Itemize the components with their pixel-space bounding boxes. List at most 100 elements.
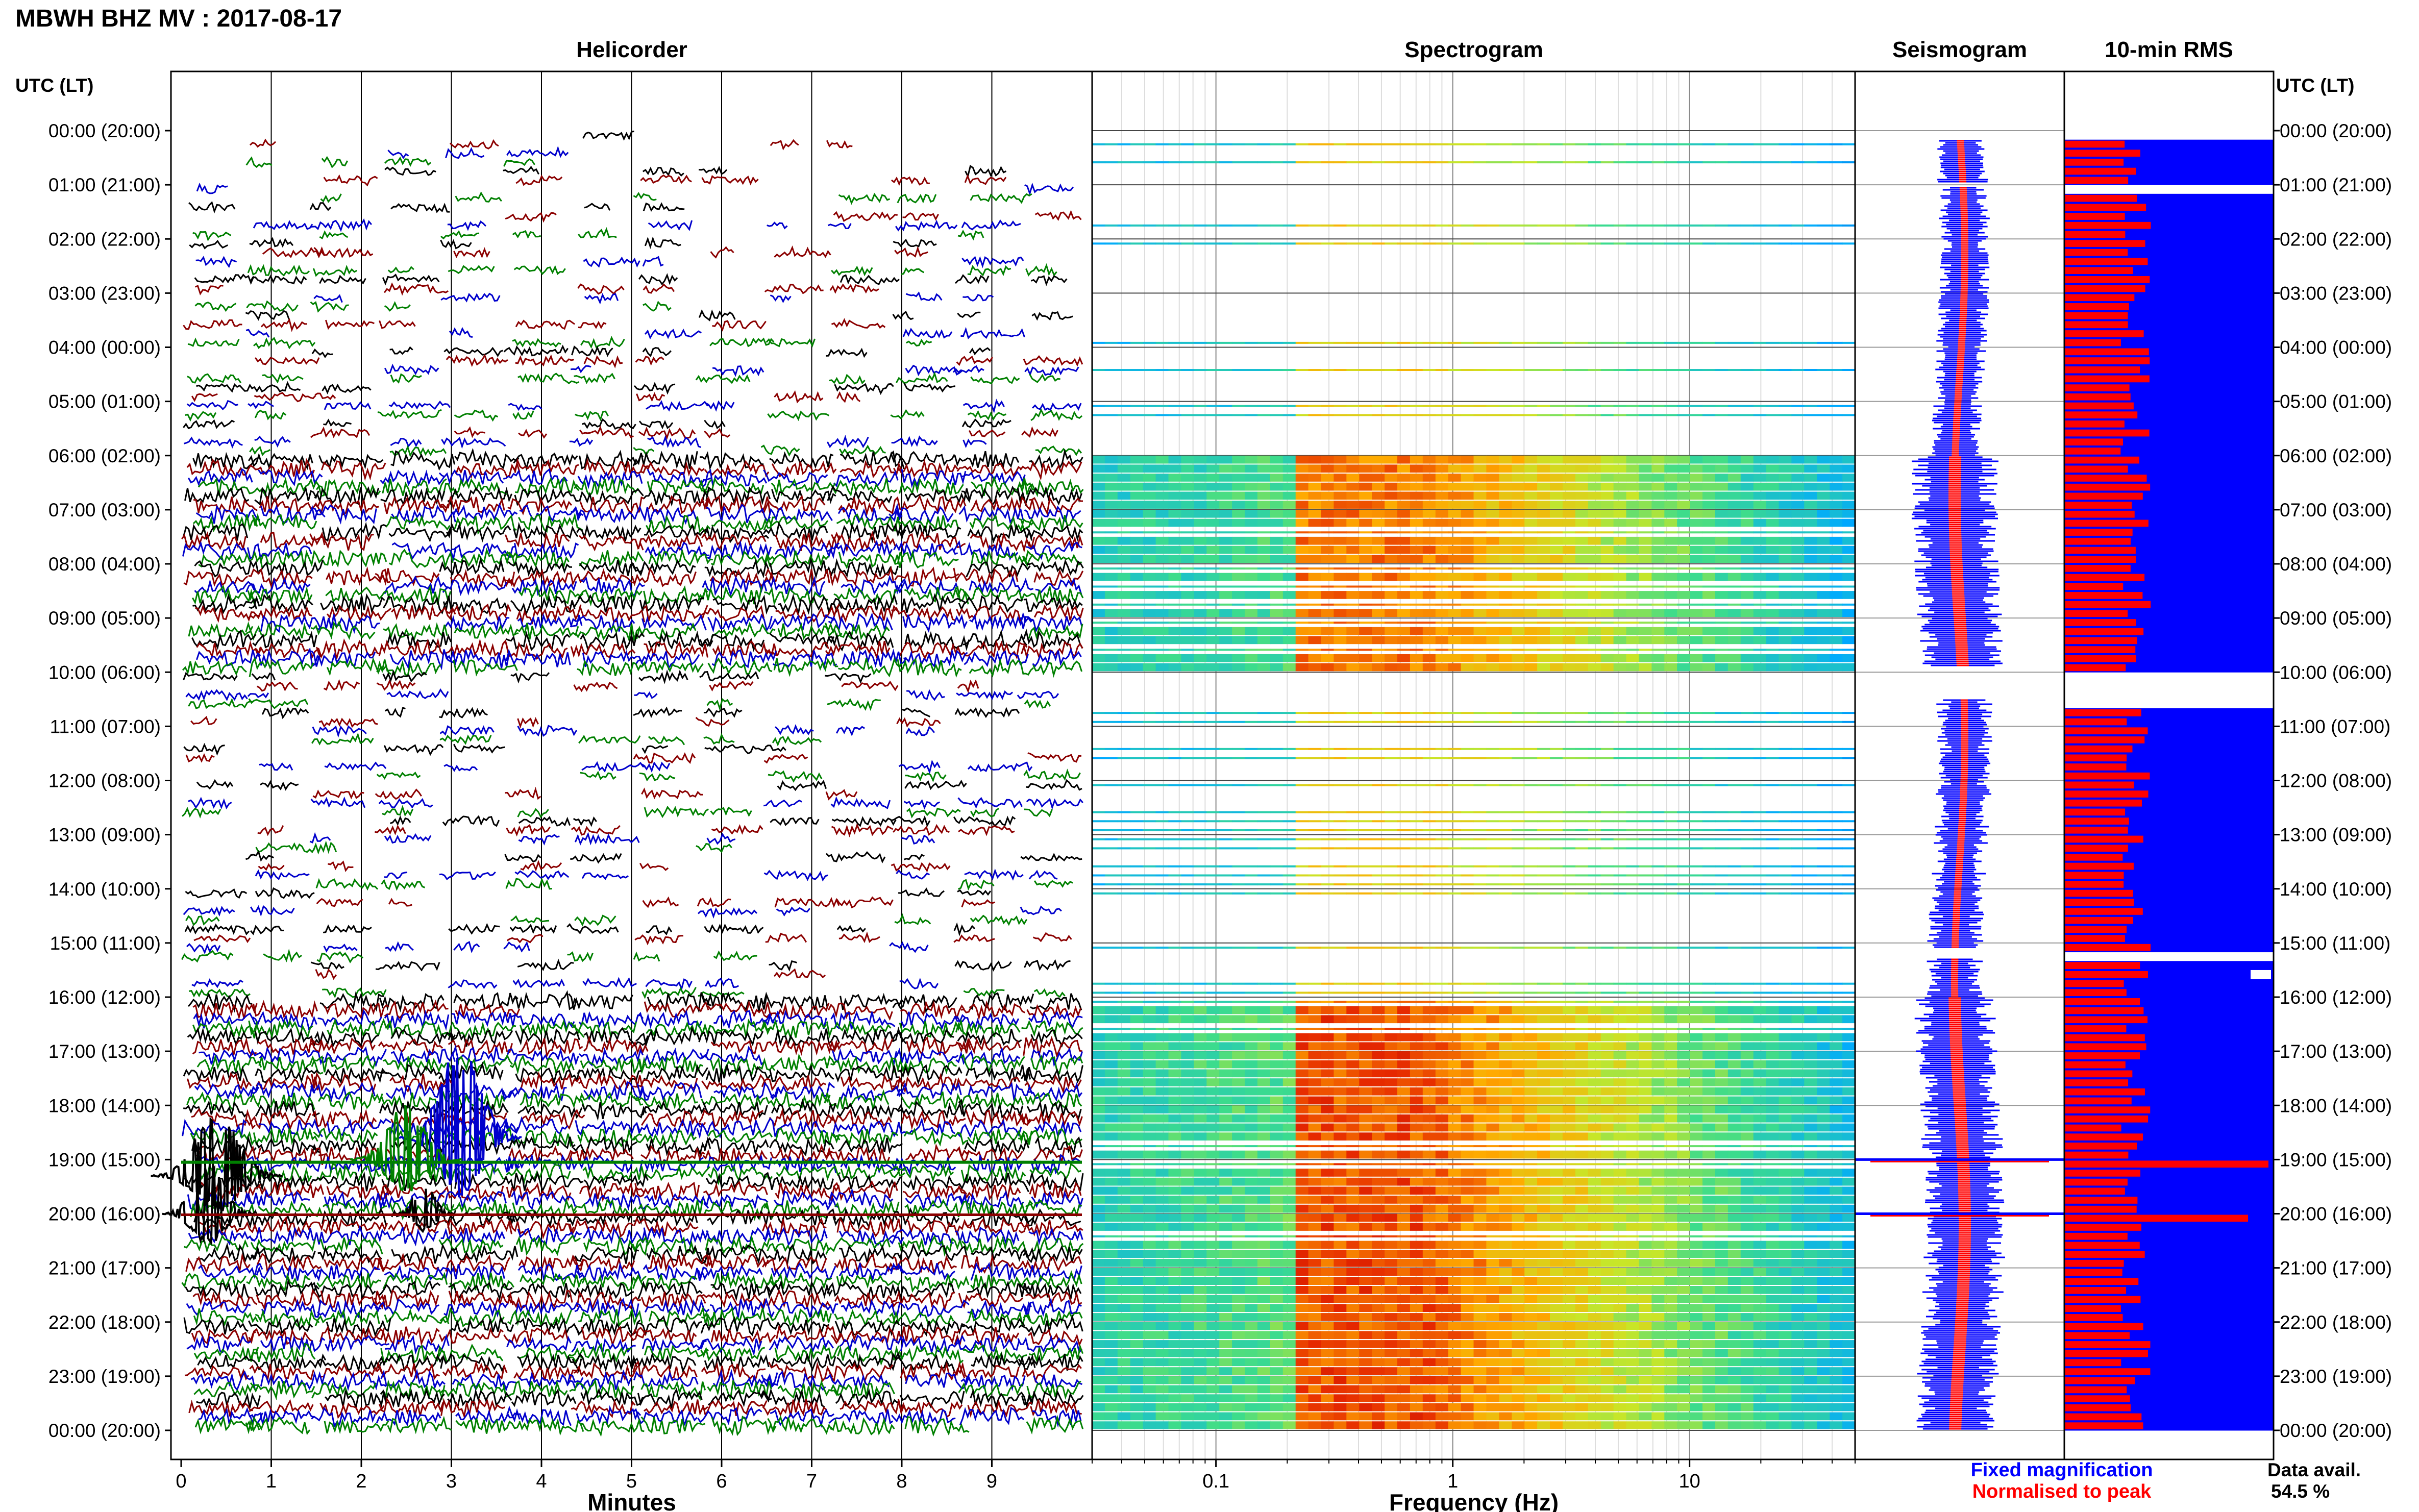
spectrogram-cell — [1690, 1042, 1703, 1051]
spectrogram-cell — [1626, 609, 1639, 617]
spectrogram-cell — [1295, 649, 1309, 651]
spectrogram-cell — [1740, 224, 1754, 227]
spectrogram-cell — [1473, 455, 1487, 464]
helicorder-trace — [510, 672, 550, 684]
spectrogram-cell — [1651, 622, 1665, 624]
spectrogram-cell — [1804, 712, 1817, 714]
spectrogram-cell — [1677, 567, 1690, 570]
spectrogram-cell — [1740, 992, 1754, 994]
spectrogram-cell — [1702, 829, 1716, 831]
helicorder-trace — [901, 267, 925, 276]
helicorder-trace — [703, 707, 743, 718]
spectrogram-cell — [1117, 865, 1131, 867]
spectrogram-cell — [1295, 143, 1309, 145]
spectrogram-cell — [1830, 1042, 1843, 1051]
helicorder-trace — [440, 1353, 506, 1373]
helicorder-trace — [776, 906, 810, 917]
helicorder-trace — [900, 1334, 966, 1356]
spectrogram-cell — [1308, 555, 1322, 563]
spectrogram-cell — [1753, 654, 1767, 662]
spectrogram-cell — [1550, 1069, 1563, 1078]
helicorder-trace — [896, 1081, 962, 1100]
spectrogram-cell — [1346, 1042, 1360, 1051]
helicorder-trace — [643, 283, 675, 294]
helicorder-trace — [644, 1193, 709, 1210]
spectrogram-cell — [1346, 847, 1360, 850]
spectrogram-cell — [1524, 874, 1538, 877]
spectrogram-cell — [1372, 591, 1385, 599]
spectrogram-cell — [1690, 874, 1703, 877]
spectrogram-cell — [1257, 1078, 1271, 1086]
spectrogram-cell — [1791, 546, 1805, 554]
helicorder-trace — [569, 437, 594, 447]
spectrogram-cell — [1791, 591, 1805, 599]
spectrogram-cell — [1372, 892, 1385, 895]
spectrogram-cell — [1155, 1051, 1169, 1059]
spectrogram-cell — [1613, 585, 1627, 588]
spectrogram-cell — [1537, 405, 1550, 407]
helicorder-trace — [451, 1010, 516, 1027]
spectrogram-cell — [1092, 811, 1105, 813]
helicorder-trace — [384, 166, 436, 176]
helicorder-trace — [574, 1245, 639, 1264]
spectrogram-cell — [1346, 1001, 1360, 1003]
spectrogram-cell — [1130, 536, 1144, 545]
spectrogram-cell — [1295, 829, 1309, 831]
helicorder-trace — [643, 1399, 708, 1416]
spectrogram-cell — [1435, 509, 1449, 518]
spectrogram-cell — [1779, 820, 1792, 823]
spectrogram-cell — [1486, 820, 1499, 823]
spectrogram-cell — [1677, 1028, 1690, 1030]
spectrogram-cell — [1397, 636, 1411, 645]
helicorder-trace — [890, 1282, 955, 1298]
spectrogram-cell — [1512, 992, 1525, 994]
spectrogram-cell — [1194, 1033, 1207, 1042]
helicorder-trace — [644, 1299, 710, 1316]
helicorder-trace — [1023, 769, 1081, 781]
spectrogram-cell — [1295, 405, 1309, 407]
spectrogram-cell — [1308, 1028, 1322, 1030]
helicorder-trace — [569, 1147, 634, 1162]
helicorder-trace — [326, 566, 390, 586]
spectrogram-cell — [1385, 143, 1398, 145]
helicorder-trace — [635, 356, 664, 366]
spectrogram-cell — [1270, 829, 1283, 831]
helicorder-trace — [840, 993, 905, 1010]
spectrogram-cell — [1308, 509, 1322, 518]
spectrogram-cell — [1397, 161, 1411, 164]
helicorder-trace — [706, 832, 736, 845]
spectrogram-cell — [1486, 622, 1499, 624]
spectrogram-cell — [1092, 847, 1105, 850]
spectrogram-cell — [1257, 1060, 1271, 1069]
helicorder-trace — [448, 265, 495, 274]
helicorder-trace — [1027, 752, 1081, 763]
spectrogram-cell — [1562, 1006, 1576, 1014]
helicorder-trace — [184, 923, 250, 936]
helicorder-trace — [705, 494, 771, 514]
spectrogram-cell — [1282, 1042, 1296, 1051]
spectrogram-cell — [1842, 555, 1856, 563]
spectrogram-cell — [1194, 712, 1207, 714]
spectrogram-cell — [1727, 838, 1741, 840]
spectrogram-cell — [1232, 649, 1245, 651]
helicorder-trace — [506, 145, 569, 158]
spectrogram-cell — [1473, 992, 1487, 994]
spectrogram-cell — [1537, 603, 1550, 606]
spectrogram-cell — [1473, 1028, 1487, 1030]
spectrogram-cell — [1435, 464, 1449, 473]
spectrogram-cell — [1372, 947, 1385, 949]
spectrogram-cell — [1575, 829, 1589, 831]
spectrogram-cell — [1715, 242, 1729, 245]
helicorder-trace — [705, 400, 735, 412]
spectrogram-cell — [1575, 555, 1589, 563]
spectrogram-cell — [1270, 573, 1283, 581]
helicorder-trace — [769, 451, 834, 469]
spectrogram-cell — [1690, 531, 1703, 534]
spectrogram-cell — [1651, 838, 1665, 840]
spectrogram-cell — [1499, 531, 1512, 534]
spectrogram-cell — [1804, 603, 1817, 606]
spectrogram-cell — [1740, 622, 1754, 624]
spectrogram-cell — [1664, 992, 1677, 994]
spectrogram-cell — [1092, 829, 1105, 831]
spectrogram-cell — [1117, 609, 1131, 617]
